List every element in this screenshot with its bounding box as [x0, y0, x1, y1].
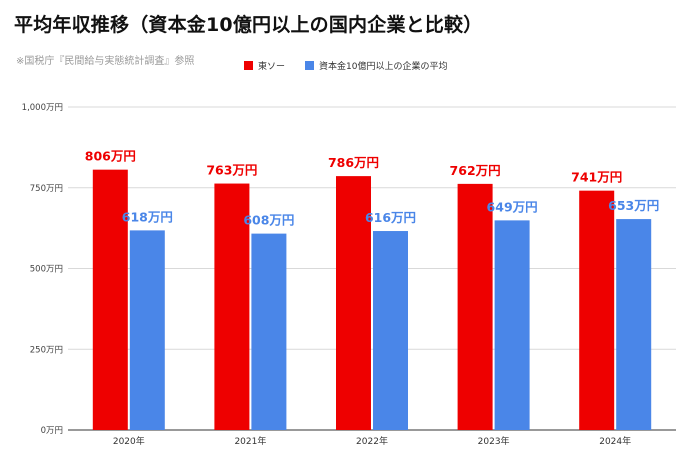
legend-swatch-average: [305, 61, 315, 70]
chart-title: 平均年収推移（資本金10億円以上の国内企業と比較）: [14, 14, 483, 36]
data-label-tosoh: 741万円: [571, 170, 622, 185]
bar-average: [373, 231, 408, 430]
data-label-average: 653万円: [608, 198, 659, 213]
y-tick-label: 0万円: [41, 426, 63, 436]
data-label-tosoh: 762万円: [450, 163, 501, 178]
bar-average: [129, 230, 165, 430]
y-tick-label: 500万円: [30, 265, 63, 275]
bar-tosoh: [92, 169, 128, 431]
y-tick-label: 750万円: [30, 184, 63, 194]
legend-label-average: 資本金10億円以上の企業の平均: [319, 62, 448, 72]
data-label-average: 618万円: [122, 209, 173, 224]
data-label-tosoh: 786万円: [328, 155, 379, 170]
bar-average: [616, 219, 652, 430]
legend: 東ソー 資本金10億円以上の企業の平均: [244, 59, 447, 72]
data-label-average: 608万円: [243, 213, 294, 228]
data-label-tosoh: 763万円: [206, 163, 257, 178]
bar-tosoh: [214, 183, 250, 430]
data-label-average: 649万円: [487, 199, 538, 214]
legend-item-tosoh: 東ソー: [244, 59, 285, 72]
bar-average: [494, 220, 530, 430]
legend-label-tosoh: 東ソー: [258, 62, 286, 72]
x-tick-label: 2023年: [478, 435, 510, 447]
source-note: ※国税庁『民間給与実態統計調査』参照: [16, 56, 195, 67]
y-tick-label: 250万円: [30, 345, 63, 355]
data-label-tosoh: 806万円: [85, 149, 136, 164]
y-tick-label: 1,000万円: [22, 103, 63, 113]
legend-item-average: 資本金10億円以上の企業の平均: [305, 59, 447, 72]
x-tick-label: 2022年: [356, 435, 388, 447]
bar-average: [251, 233, 287, 430]
x-tick-label: 2021年: [234, 435, 266, 447]
x-tick-label: 2024年: [599, 435, 631, 447]
bar-tosoh: [457, 183, 493, 430]
x-tick-label: 2020年: [113, 435, 145, 447]
data-label-average: 616万円: [365, 210, 416, 225]
bar-tosoh: [336, 176, 371, 430]
bar-tosoh: [579, 190, 615, 430]
legend-swatch-tosoh: [244, 61, 253, 70]
